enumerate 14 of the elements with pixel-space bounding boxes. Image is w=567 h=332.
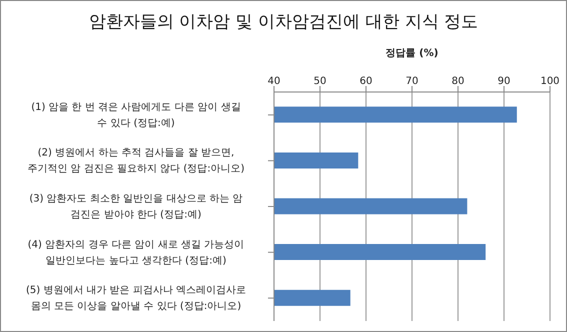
y-tick-label: (3) 암환자도 최소한 일반인을 대상으로 하는 암 검진은 받아야 한다 (정답:예) (29, 194, 243, 220)
x-axis-title: 정답률 (%) (386, 48, 438, 60)
chart-title: 암환자들의 이차암 및 이차암검진에 대한 지식 정도 (88, 11, 480, 34)
y-tick-label: (2) 병원에서 하는 추적 검사들을 잘 받으면, 주기적인 암 검진은 필요하지 않다 (정답:아니오) (27, 148, 245, 175)
x-tick-label: 60 (360, 76, 372, 87)
x-tick-label: 70 (406, 76, 418, 87)
x-tick-label: 80 (452, 76, 464, 87)
x-tick-label: 50 (314, 76, 326, 87)
x-tick-label: 40 (268, 76, 280, 87)
x-tick-label: 90 (498, 76, 510, 87)
y-tick-label: (4) 암환자의 경우 다른 암이 새로 생길 가능성이 일반인보다는 높다고 생각한다 (정답:예) (28, 239, 244, 266)
y-tick-label: (5) 병원에서 내가 받은 피검사나 엑스레이검사로 몸의 모든 이상을 알아낼 수 있다 (정답:아니오) (26, 285, 246, 312)
y-tick-label: (1) 암을 한 번 겪은 사람에게도 다른 암이 생길 수 있다 (정답:예) (31, 102, 241, 129)
x-tick-label: 100 (540, 76, 560, 87)
